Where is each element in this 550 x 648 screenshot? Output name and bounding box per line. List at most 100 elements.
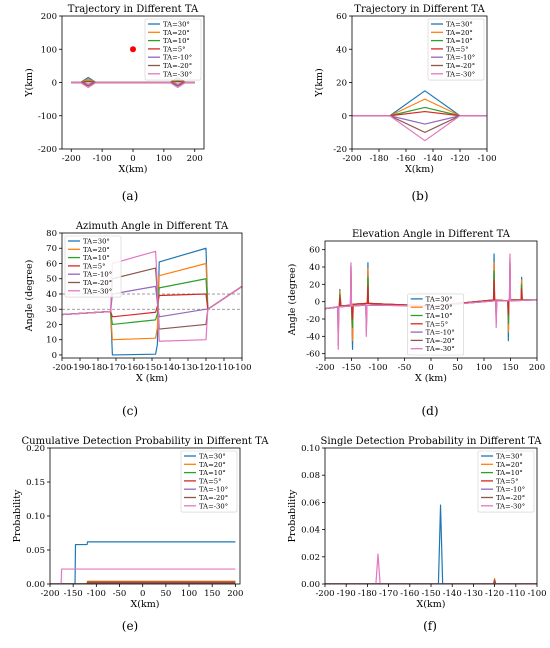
x-tick-label: 0 <box>140 589 145 599</box>
x-tick-label: -190 <box>70 363 89 373</box>
legend-label: TA=20° <box>496 461 523 469</box>
legend-label: TA=-20° <box>163 62 192 70</box>
x-axis-label: X(km) <box>119 164 148 175</box>
x-tick-label: -170 <box>379 589 398 599</box>
series-line-TA=5° <box>325 279 537 320</box>
x-tick-label: 100 <box>181 589 197 599</box>
chart-title: Cumulative Detection Probability in Diff… <box>22 436 270 447</box>
legend-box <box>427 18 485 81</box>
x-tick-label: 0 <box>130 154 135 164</box>
legend-label: TA=5° <box>496 477 519 485</box>
legend-label: TA=-30° <box>199 502 228 510</box>
legend: TA=30°TA=20°TA=10°TA=5°TA=-10°TA=-20°TA=… <box>477 450 535 513</box>
y-axis-label: Angle (degree) <box>287 264 298 337</box>
series-line-TA=-30° <box>325 253 537 350</box>
y-tick-label: 0.20 <box>26 444 45 454</box>
legend-label: TA=30° <box>496 453 523 461</box>
y-tick-label: 0.05 <box>26 546 45 556</box>
legend-label: TA=10° <box>83 254 110 262</box>
x-tick-label: -160 <box>396 154 415 164</box>
x-tick-label: 100 <box>476 363 492 373</box>
x-tick-label: -50 <box>113 589 127 599</box>
x-tick-label: -200 <box>62 154 81 164</box>
legend-label: TA=5° <box>446 45 469 53</box>
y-tick-label: 0.10 <box>26 512 45 522</box>
chart-title: Single Detection Probability in Differen… <box>321 436 543 447</box>
target-marker <box>130 46 136 53</box>
legend-label: TA=5° <box>163 45 186 53</box>
x-tick-label: -50 <box>398 363 412 373</box>
x-tick-label: -100 <box>527 589 546 599</box>
legend: TA=30°TA=20°TA=10°TA=5°TA=-10°TA=-20°TA=… <box>144 18 202 81</box>
series-group <box>50 541 236 584</box>
y-tick-label: 60 <box>336 12 347 22</box>
x-tick-label: -150 <box>342 363 361 373</box>
legend-label: TA=20° <box>199 461 226 469</box>
y-tick-label: -200 <box>38 145 57 155</box>
legend-label: TA=-10° <box>496 486 525 494</box>
legend-label: TA=-30° <box>83 287 112 295</box>
chart-title: Trajectory in Different TA <box>68 4 199 15</box>
legend-label: TA=-20° <box>496 494 525 502</box>
legend-label: TA=10° <box>446 37 473 45</box>
y-tick-label: 100 <box>41 45 57 55</box>
legend-label: TA=-30° <box>496 502 525 510</box>
x-tick-label: -180 <box>369 154 388 164</box>
y-tick-label: 20 <box>309 280 320 290</box>
chart-panel-b: Trajectory in Different TA-200 -180 -160 -1… <box>314 4 497 203</box>
legend-label: TA=-20° <box>199 494 228 502</box>
legend-label: TA=20° <box>426 304 453 312</box>
legend-label: TA=-10° <box>163 54 192 62</box>
y-axis-label: Probability <box>287 489 298 542</box>
series-line-TA=-30° <box>352 115 487 142</box>
x-tick-label: 100 <box>156 154 172 164</box>
legend-label: TA=-20° <box>83 279 112 287</box>
x-tick-label: -100 <box>232 363 251 373</box>
panel-caption: (c) <box>122 404 138 418</box>
y-tick-label: 0.08 <box>301 471 320 481</box>
y-tick-label: 0.04 <box>301 526 320 536</box>
legend-label: TA=5° <box>199 477 222 485</box>
series-line-TA=-20° <box>325 579 537 584</box>
y-tick-label: 20 <box>46 320 57 330</box>
y-tick-label: 0 <box>315 298 320 308</box>
chart-panel-e: Cumulative Detection Probability in Diff… <box>12 436 269 633</box>
y-axis-label: Y(km) <box>24 68 35 97</box>
legend-label: TA=10° <box>496 469 523 477</box>
series-line-TA=30° <box>50 541 236 584</box>
x-tick-label: -120 <box>196 363 215 373</box>
legend-label: TA=30° <box>446 21 473 29</box>
panel-caption: (d) <box>421 404 438 418</box>
x-tick-label: -130 <box>178 363 197 373</box>
y-tick-label: 10 <box>46 336 57 346</box>
legend-label: TA=5° <box>426 320 449 328</box>
legend-label: TA=20° <box>163 29 190 37</box>
series-line-TA=20° <box>325 577 537 584</box>
y-tick-label: 40 <box>336 45 347 55</box>
x-tick-label: -180 <box>358 589 377 599</box>
legend: TA=30°TA=20°TA=10°TA=5°TA=-10°TA=-20°TA=… <box>407 293 464 356</box>
legend: TA=30°TA=20°TA=10°TA=5°TA=-10°TA=-20°TA=… <box>180 450 238 513</box>
x-tick-label: -160 <box>124 363 143 373</box>
legend-box <box>477 450 535 513</box>
legend-label: TA=-20° <box>446 62 475 70</box>
y-tick-label: -20 <box>306 315 320 325</box>
x-tick-label: -150 <box>421 589 440 599</box>
series-line-TA=-20° <box>352 115 487 133</box>
y-tick-label: 30 <box>46 305 57 315</box>
y-tick-label: 0 <box>52 351 57 361</box>
x-tick-label: 150 <box>204 589 220 599</box>
legend: TA=30°TA=20°TA=10°TA=5°TA=-10°TA=-20°TA=… <box>427 18 485 81</box>
x-tick-label: -170 <box>106 363 125 373</box>
x-tick-label: -100 <box>93 154 112 164</box>
legend: TA=30°TA=20°TA=10°TA=5°TA=-10°TA=-20°TA=… <box>64 235 122 298</box>
x-tick-label: -100 <box>477 154 496 164</box>
y-tick-label: 0.06 <box>301 498 320 508</box>
chart-title: Azimuth Angle in Different TA <box>75 221 229 232</box>
legend-label: TA=30° <box>426 295 453 303</box>
series-line-TA=-30° <box>325 553 537 584</box>
series-line-TA=10° <box>352 106 487 117</box>
x-tick-label: -110 <box>506 589 525 599</box>
legend-label: TA=-10° <box>83 271 112 279</box>
y-tick-label: 200 <box>41 12 57 22</box>
